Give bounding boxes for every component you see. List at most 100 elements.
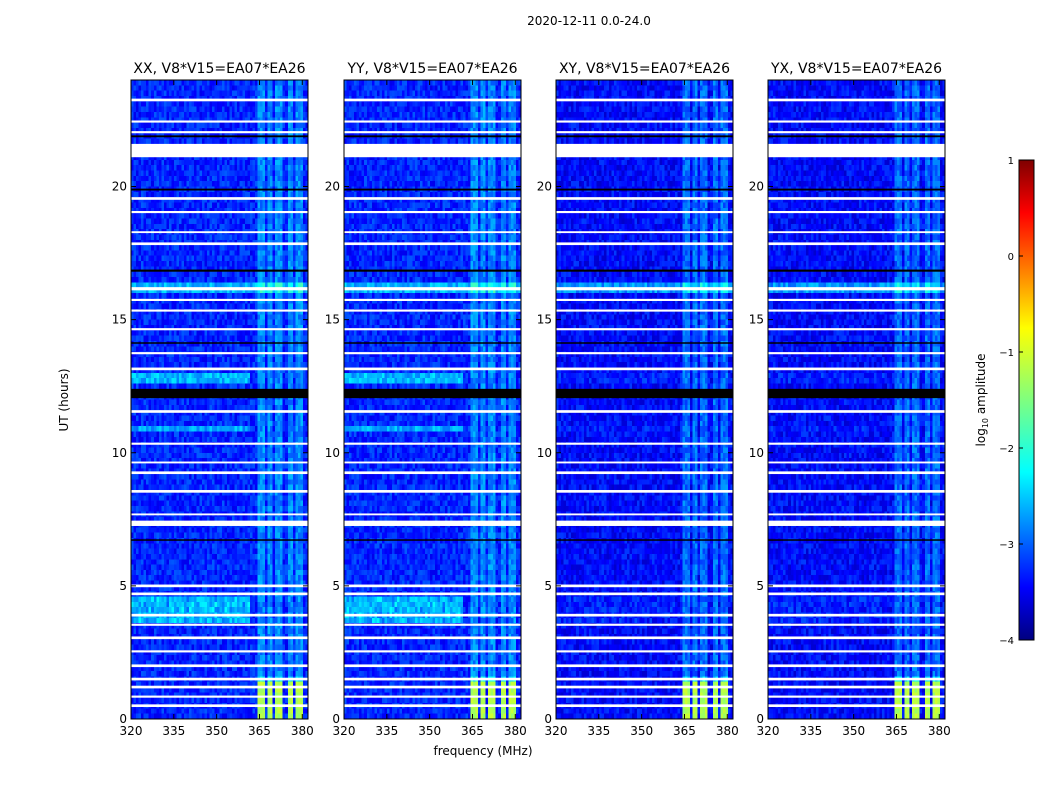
flagged-row xyxy=(768,231,945,234)
flagged-row xyxy=(556,520,733,526)
flagged-row xyxy=(131,197,308,200)
flagged-row xyxy=(131,695,308,698)
flagged-row xyxy=(131,287,308,291)
x-tick-label: 335 xyxy=(162,724,185,738)
dropout-row xyxy=(768,188,945,191)
x-tick-label: 335 xyxy=(587,724,610,738)
flagged-row xyxy=(556,131,733,134)
dropout-row xyxy=(131,269,308,272)
flagged-row xyxy=(131,650,308,653)
flagged-row xyxy=(131,131,308,134)
flagged-row xyxy=(768,143,945,158)
flagged-row xyxy=(131,242,308,246)
flagged-row xyxy=(131,120,308,123)
y-tick-label: 20 xyxy=(112,180,127,194)
colorbar-tick-label: 1 xyxy=(1008,156,1014,167)
flagged-row xyxy=(344,471,521,475)
flagged-row xyxy=(344,461,521,464)
x-tick-label: 320 xyxy=(333,724,356,738)
flagged-row xyxy=(768,650,945,653)
flagged-row xyxy=(344,677,521,681)
dropout-row xyxy=(556,188,733,191)
flagged-row xyxy=(344,685,521,689)
x-tick-label: 365 xyxy=(885,724,908,738)
flagged-row xyxy=(556,677,733,681)
flagged-row xyxy=(768,120,945,123)
flagged-row xyxy=(344,695,521,698)
flagged-row xyxy=(556,231,733,234)
flagged-row xyxy=(131,143,308,158)
flagged-row xyxy=(768,584,945,588)
flagged-row xyxy=(131,471,308,475)
flagged-row xyxy=(556,328,733,331)
flagged-row xyxy=(556,584,733,588)
x-tick-label: 365 xyxy=(673,724,696,738)
flagged-row xyxy=(556,410,733,413)
panel-3: YX, V8*V15=EA07*EA26 320 335 350 365 380 0 5 10 1… xyxy=(749,61,951,738)
y-tick-label: 20 xyxy=(749,180,764,194)
flagged-row xyxy=(344,287,521,291)
flagged-row xyxy=(131,520,308,526)
flagged-row xyxy=(344,442,521,445)
flagged-row xyxy=(131,98,308,102)
flagged-row xyxy=(344,623,521,626)
flagged-row xyxy=(768,410,945,413)
flagged-row xyxy=(344,309,521,312)
y-tick-label: 0 xyxy=(332,712,340,726)
flagged-row xyxy=(344,210,521,214)
dropout-row xyxy=(131,135,308,138)
colorbar: 1 0 −1 −2 −3 −4 xyxy=(999,156,1035,647)
flagged-row xyxy=(344,613,521,617)
y-tick-label: 0 xyxy=(544,712,552,726)
y-tick-label: 5 xyxy=(544,579,552,593)
flagged-row xyxy=(556,685,733,689)
dropout-row xyxy=(556,135,733,138)
x-tick-label: 365 xyxy=(248,724,271,738)
dropout-row xyxy=(556,342,733,344)
flagged-row xyxy=(131,461,308,464)
panel-title: XY, V8*V15=EA07*EA26 xyxy=(559,61,730,77)
axes-frame xyxy=(130,79,309,720)
flagged-row xyxy=(556,98,733,102)
flagged-row xyxy=(768,197,945,200)
flagged-row xyxy=(556,298,733,301)
y-tick-label: 10 xyxy=(537,446,552,460)
x-tick-label: 320 xyxy=(120,724,143,738)
colorbar-tick-label: −3 xyxy=(999,540,1014,551)
flagged-row xyxy=(556,490,733,493)
flagged-row xyxy=(768,592,945,596)
flagged-row xyxy=(768,461,945,464)
flagged-row xyxy=(556,695,733,698)
y-tick-label: 15 xyxy=(325,313,340,327)
flagged-row xyxy=(131,704,308,708)
dropout-row xyxy=(768,539,945,541)
dropout-row xyxy=(768,342,945,344)
x-tick-label: 365 xyxy=(461,724,484,738)
flagged-row xyxy=(344,490,521,493)
flagged-row xyxy=(131,210,308,214)
flagged-row xyxy=(768,298,945,301)
flagged-row xyxy=(768,677,945,681)
flagged-row xyxy=(768,309,945,312)
flagged-row xyxy=(131,584,308,588)
colorbar-tick-label: 0 xyxy=(1008,252,1014,263)
flagged-row xyxy=(768,442,945,445)
dropout-row xyxy=(344,342,521,344)
colorbar-tick-label: −4 xyxy=(999,636,1014,647)
flagged-row xyxy=(344,298,521,301)
y-tick-label: 15 xyxy=(112,313,127,327)
flagged-row xyxy=(131,592,308,596)
x-tick-label: 350 xyxy=(205,724,228,738)
x-tick-label: 320 xyxy=(545,724,568,738)
flagged-row xyxy=(344,592,521,596)
x-tick-label: 380 xyxy=(291,724,314,738)
colorbar-tick-label: −2 xyxy=(999,444,1014,455)
x-tick-label: 350 xyxy=(418,724,441,738)
flagged-row xyxy=(556,471,733,475)
y-tick-label: 5 xyxy=(119,579,127,593)
flagged-row xyxy=(556,664,733,668)
y-tick-label: 15 xyxy=(749,313,764,327)
flagged-row xyxy=(768,704,945,708)
x-tick-label: 380 xyxy=(928,724,951,738)
